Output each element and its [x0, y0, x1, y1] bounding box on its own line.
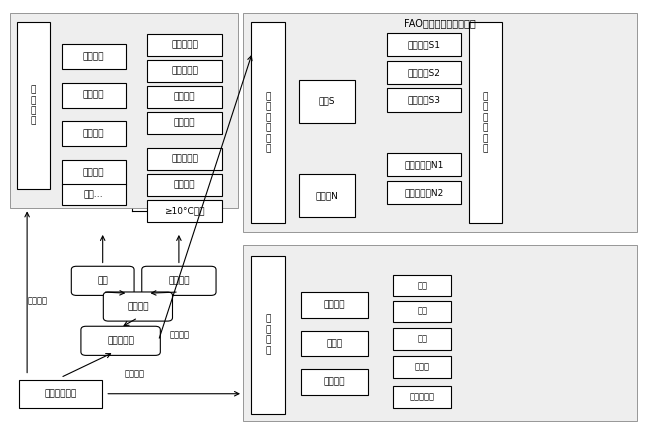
Text: 建筑用地: 建筑用地 — [324, 300, 345, 309]
Text: 土
地
适
宜
性
级: 土 地 适 宜 性 级 — [483, 92, 488, 153]
Text: 其他用地: 其他用地 — [324, 378, 345, 386]
FancyBboxPatch shape — [300, 292, 368, 318]
Text: 土
地
要
素: 土 地 要 素 — [31, 85, 36, 126]
FancyBboxPatch shape — [393, 275, 451, 296]
Text: 勉强适宜S3: 勉强适宜S3 — [408, 96, 441, 105]
Text: 土壤酸碱度: 土壤酸碱度 — [171, 66, 198, 76]
FancyBboxPatch shape — [251, 256, 285, 414]
FancyBboxPatch shape — [251, 22, 285, 224]
Text: 林地: 林地 — [417, 335, 427, 344]
FancyBboxPatch shape — [300, 369, 368, 395]
FancyBboxPatch shape — [147, 33, 222, 56]
Text: 其他农用地: 其他农用地 — [410, 392, 435, 401]
Text: 土壤有机质: 土壤有机质 — [171, 40, 198, 49]
Text: 评价结果: 评价结果 — [169, 330, 189, 339]
FancyBboxPatch shape — [62, 184, 126, 205]
FancyBboxPatch shape — [387, 61, 461, 84]
Text: 气候条件: 气候条件 — [83, 168, 105, 177]
Text: 地形条件: 地形条件 — [83, 129, 105, 138]
FancyBboxPatch shape — [298, 174, 355, 217]
Text: 永久不适宜N2: 永久不适宜N2 — [404, 188, 444, 197]
FancyBboxPatch shape — [62, 122, 126, 146]
Text: 土层厚度: 土层厚度 — [174, 92, 195, 102]
Text: 年平均温度: 年平均温度 — [171, 154, 198, 163]
FancyBboxPatch shape — [141, 266, 216, 296]
Text: 中等适宜S2: 中等适宜S2 — [408, 68, 441, 77]
FancyBboxPatch shape — [62, 83, 126, 108]
Text: 其他…: 其他… — [84, 190, 103, 199]
Text: 加权分值: 加权分值 — [127, 302, 149, 311]
Text: 权值: 权值 — [98, 276, 108, 285]
Text: 园地: 园地 — [417, 307, 427, 316]
Text: 指标分值: 指标分值 — [168, 276, 190, 285]
FancyBboxPatch shape — [387, 33, 461, 56]
FancyBboxPatch shape — [387, 153, 461, 176]
Text: 适宜S: 适宜S — [318, 97, 335, 106]
Text: 不适宜N: 不适宜N — [315, 191, 339, 200]
FancyBboxPatch shape — [147, 86, 222, 108]
FancyBboxPatch shape — [17, 22, 50, 189]
Text: 土壤质地: 土壤质地 — [174, 118, 195, 128]
Text: 农用地: 农用地 — [326, 339, 342, 348]
FancyBboxPatch shape — [147, 148, 222, 170]
Text: 评价总得分: 评价总得分 — [107, 336, 134, 345]
FancyBboxPatch shape — [243, 245, 637, 421]
FancyBboxPatch shape — [81, 326, 160, 355]
FancyBboxPatch shape — [298, 80, 355, 123]
Text: ≥10°C积温: ≥10°C积温 — [165, 207, 205, 216]
FancyBboxPatch shape — [62, 44, 126, 69]
FancyBboxPatch shape — [19, 380, 102, 408]
FancyBboxPatch shape — [300, 331, 368, 356]
FancyBboxPatch shape — [393, 356, 451, 378]
FancyBboxPatch shape — [251, 18, 472, 226]
FancyBboxPatch shape — [393, 386, 451, 408]
FancyBboxPatch shape — [103, 292, 172, 321]
Text: 评价因子: 评价因子 — [27, 296, 47, 305]
Text: 土壤条件: 土壤条件 — [83, 91, 105, 100]
Text: 水文条件: 水文条件 — [83, 52, 105, 61]
FancyBboxPatch shape — [243, 13, 637, 232]
FancyBboxPatch shape — [62, 160, 126, 185]
Text: 牧草地: 牧草地 — [415, 362, 430, 372]
Text: 土
地
适
宜
性
纲: 土 地 适 宜 性 纲 — [266, 92, 271, 153]
FancyBboxPatch shape — [147, 200, 222, 222]
FancyBboxPatch shape — [393, 301, 451, 322]
FancyBboxPatch shape — [147, 174, 222, 196]
FancyBboxPatch shape — [387, 181, 461, 204]
Text: 暂时不适宜N1: 暂时不适宜N1 — [404, 160, 444, 169]
FancyBboxPatch shape — [10, 13, 238, 208]
Text: 用地方式: 用地方式 — [125, 369, 145, 378]
FancyBboxPatch shape — [147, 60, 222, 82]
FancyBboxPatch shape — [393, 329, 451, 350]
Text: 土地评价单元: 土地评价单元 — [45, 389, 76, 398]
FancyBboxPatch shape — [387, 89, 461, 112]
FancyBboxPatch shape — [71, 266, 134, 296]
Text: 耕地: 耕地 — [417, 281, 427, 290]
Text: FAO土地适宜性评价系统: FAO土地适宜性评价系统 — [404, 18, 475, 28]
FancyBboxPatch shape — [469, 22, 503, 224]
Text: 高度适宜S1: 高度适宜S1 — [408, 40, 441, 49]
FancyBboxPatch shape — [147, 112, 222, 134]
Text: 年降雨量: 年降雨量 — [174, 181, 195, 189]
Text: 土
地
利
用: 土 地 利 用 — [266, 315, 271, 355]
